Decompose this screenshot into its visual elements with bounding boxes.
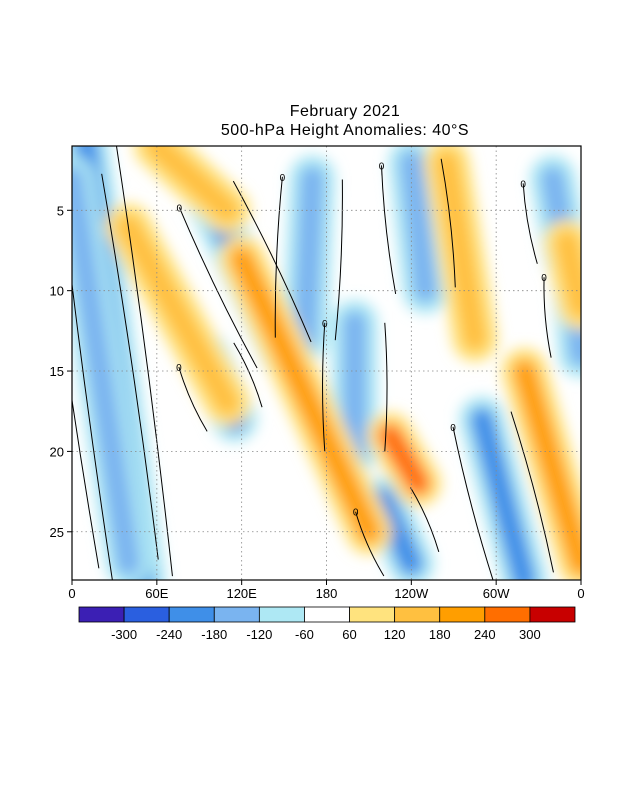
zero-contour-line [232,180,312,343]
zero-contour-line [440,158,456,288]
y-tick-label: 5 [57,203,64,218]
zero-contour-line [604,272,611,352]
zero-contour-line [452,426,494,580]
colorbar-swatch [529,606,576,623]
zero-contour-line [72,396,100,569]
zero-contour-line [522,183,538,264]
contour-label: 0 [450,423,456,434]
contour-label: 0 [379,161,385,172]
zero-contours: 0 0 0 0 0 0 0 0 0 0 0 [40,146,611,580]
colorbar-label: -180 [201,627,227,642]
x-tick-label: 180 [316,586,338,601]
x-tick-label: 120W [394,586,429,601]
anomaly-band-core [144,146,240,223]
zero-contour-line [233,342,263,408]
colorbar-swatch [213,606,260,623]
colorbar-swatch [123,606,170,623]
zero-contour-line [334,179,343,341]
anomaly-band-core [554,230,581,319]
zero-contour-line [410,487,440,552]
zero-contour-line [543,277,552,358]
colorbar-swatch [304,606,350,623]
anomaly-band-core [470,407,537,580]
y-tick-label: 15 [50,364,64,379]
colorbar-swatch [349,606,396,623]
grid-lines [72,146,581,580]
colorbar-label: -120 [246,627,272,642]
colorbar-label: 180 [429,627,451,642]
colorbar-label: 120 [384,627,406,642]
colorbar-label: -300 [111,627,137,642]
y-axis: 5 10 15 20 25 [50,203,72,540]
x-axis: 0 60E 120E 180 120W 60W 0 [68,580,585,601]
contour-label: 0 [520,179,526,190]
x-tick-label: 60E [145,586,168,601]
zero-contour-line [72,280,113,580]
colorbar: -300 -240 -180 -120 -60 60 120 180 240 300 [78,606,576,642]
colorbar-label: -60 [295,627,314,642]
zero-contour-line [115,146,173,577]
anomaly-band-core [293,166,325,351]
anomaly-field [72,146,581,580]
zero-contour-line [381,165,397,295]
y-tick-label: 25 [50,525,64,540]
chart-title: February 2021 [290,103,401,120]
x-tick-label: 120E [226,586,257,601]
colorbar-swatch [484,606,531,623]
zero-contour-line [384,322,388,452]
contour-label: 0 [541,273,547,284]
x-tick-label: 0 [68,586,75,601]
contour-label: 0 [177,203,183,214]
colorbar-swatch [258,606,305,623]
contour-label: 0 [353,508,359,519]
zero-contour-line [355,511,385,577]
anomaly-band-core [378,423,431,496]
contour-label: 0 [54,146,60,157]
colorbar-swatch [168,606,215,623]
zero-contour-line [582,173,596,253]
colorbar-swatch [439,606,486,623]
anomaly-band-core [434,150,487,351]
anomaly-band-core [229,246,381,544]
zero-contour-line [178,207,258,369]
y-tick-label: 10 [50,284,64,299]
colorbar-label: 60 [342,627,356,642]
colorbar-label: 300 [519,627,541,642]
chart-subtitle: 500-hPa Height Anomalies: 40°S [221,122,469,139]
zero-contour-line [101,173,159,560]
colorbar-swatch [78,606,125,623]
zero-contour-line [178,366,208,432]
anomaly-band-core [399,150,438,303]
anomaly-band-core [116,214,240,416]
contour-label: 0 [40,178,46,189]
contour-label: 0 [322,319,328,330]
zero-contour-line [510,411,554,573]
zero-contour-line [322,322,326,452]
y-tick-label: 20 [50,444,64,459]
colorbar-swatch [394,606,441,623]
zero-contour-line [274,176,283,338]
contour-label: 0 [176,363,182,374]
x-tick-label: 60W [483,586,510,601]
contour-label: 0 [280,173,286,184]
colorbar-label: 240 [474,627,496,642]
colorbar-label: -240 [156,627,182,642]
x-tick-label: 0 [577,586,584,601]
